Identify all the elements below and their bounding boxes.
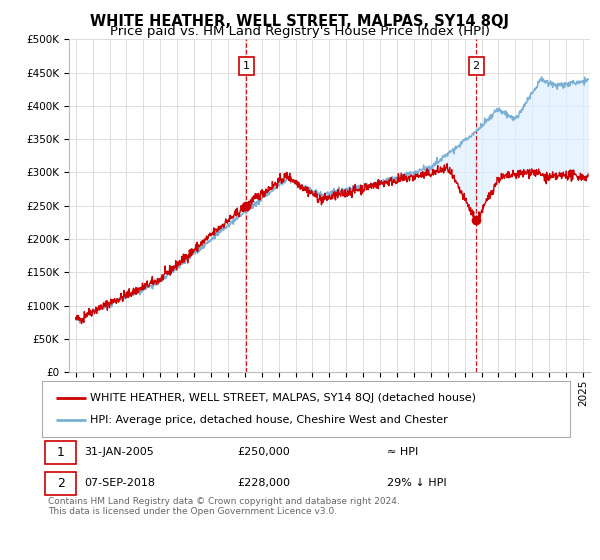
Text: £228,000: £228,000 xyxy=(237,478,290,488)
Text: 2: 2 xyxy=(473,61,480,71)
Text: 2: 2 xyxy=(56,477,65,490)
Text: This data is licensed under the Open Government Licence v3.0.: This data is licensed under the Open Gov… xyxy=(48,507,337,516)
Text: Price paid vs. HM Land Registry's House Price Index (HPI): Price paid vs. HM Land Registry's House … xyxy=(110,25,490,38)
Text: 31-JAN-2005: 31-JAN-2005 xyxy=(84,447,154,458)
Text: 1: 1 xyxy=(243,61,250,71)
Text: WHITE HEATHER, WELL STREET, MALPAS, SY14 8QJ: WHITE HEATHER, WELL STREET, MALPAS, SY14… xyxy=(91,14,509,29)
Text: ≈ HPI: ≈ HPI xyxy=(387,447,418,458)
Text: HPI: Average price, detached house, Cheshire West and Chester: HPI: Average price, detached house, Ches… xyxy=(90,415,448,425)
Text: £250,000: £250,000 xyxy=(237,447,290,458)
Text: Contains HM Land Registry data © Crown copyright and database right 2024.: Contains HM Land Registry data © Crown c… xyxy=(48,497,400,506)
Text: 1: 1 xyxy=(56,446,65,459)
Text: 29% ↓ HPI: 29% ↓ HPI xyxy=(387,478,446,488)
Text: 07-SEP-2018: 07-SEP-2018 xyxy=(84,478,155,488)
Text: WHITE HEATHER, WELL STREET, MALPAS, SY14 8QJ (detached house): WHITE HEATHER, WELL STREET, MALPAS, SY14… xyxy=(90,393,476,403)
